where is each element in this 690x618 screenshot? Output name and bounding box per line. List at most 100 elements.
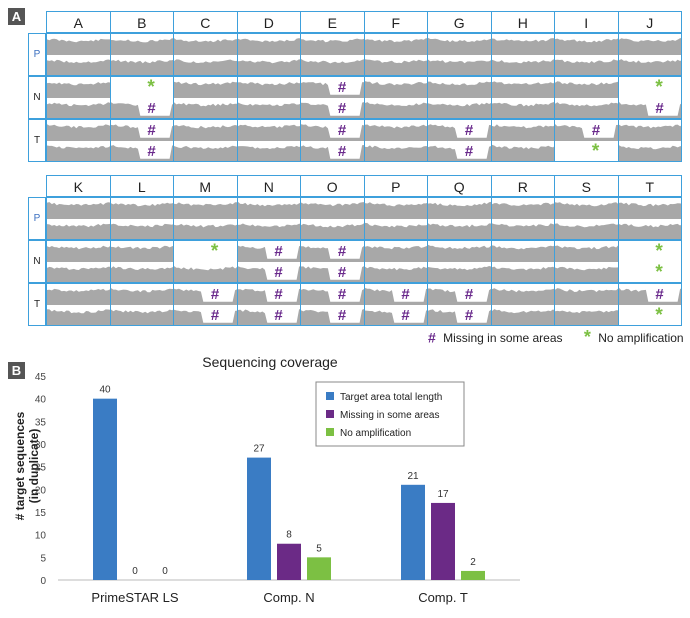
coverage-trace	[555, 38, 618, 55]
row-label-P: P	[28, 197, 46, 240]
coverage-cell-N-P	[236, 197, 301, 240]
column-header-O: O	[300, 175, 365, 197]
coverage-cell-D-N	[236, 76, 301, 119]
coverage-trace	[174, 202, 237, 219]
missing-marker: #	[337, 285, 347, 303]
panel-a-legend: # Missing in some areas * No amplificati…	[428, 327, 684, 348]
y-tick-label: 10	[35, 531, 47, 542]
coverage-trace	[618, 145, 682, 161]
coverage-cell-O-P	[300, 197, 365, 240]
missing-marker: #	[337, 142, 347, 160]
coverage-trace	[618, 287, 682, 305]
coverage-trace	[47, 145, 110, 161]
coverage-trace	[555, 81, 618, 98]
coverage-trace	[301, 266, 364, 282]
coverage-cell-N-N: # #	[236, 240, 301, 283]
coverage-trace	[491, 223, 555, 239]
no-amplification-marker: *	[147, 76, 155, 98]
coverage-trace	[237, 38, 301, 55]
bar	[277, 543, 301, 580]
coverage-trace	[491, 288, 555, 305]
coverage-trace	[301, 145, 364, 161]
missing-marker: #	[337, 242, 347, 260]
coverage-trace	[301, 82, 364, 98]
coverage-cell-H-P	[490, 33, 555, 76]
coverage-trace	[301, 124, 364, 141]
coverage-trace	[174, 145, 237, 161]
coverage-cell-N-T: # #	[236, 283, 301, 326]
bar	[307, 557, 331, 580]
no-amplification-marker: *	[591, 140, 600, 162]
bar	[401, 484, 425, 580]
coverage-cell-O-T: # #	[300, 283, 365, 326]
x-tick-label: Comp. T	[418, 590, 468, 605]
coverage-trace	[174, 223, 237, 239]
coverage-cell-E-T: # #	[300, 119, 365, 162]
missing-marker: #	[274, 285, 283, 303]
missing-marker: #	[337, 99, 347, 117]
coverage-cell-F-P	[363, 33, 428, 76]
panel-a-tag: A	[8, 8, 25, 25]
coverage-trace	[428, 102, 491, 118]
legend-swatch	[326, 428, 334, 436]
coverage-trace	[364, 124, 428, 141]
coverage-trace	[47, 38, 110, 55]
coverage-trace	[174, 102, 237, 118]
coverage-cell-J-T	[617, 119, 682, 162]
data-label: 0	[162, 566, 168, 577]
column-header-I: I	[554, 11, 619, 33]
coverage-trace	[364, 266, 428, 282]
coverage-cell-J-P	[617, 33, 682, 76]
coverage-trace	[47, 82, 110, 98]
row-label-N: N	[28, 240, 46, 283]
coverage-trace	[428, 201, 491, 219]
coverage-trace	[491, 38, 555, 55]
no-amplification-marker: *	[655, 304, 663, 326]
column-header-C: C	[173, 11, 238, 33]
coverage-trace	[618, 202, 682, 219]
coverage-trace	[618, 59, 682, 75]
coverage-trace	[110, 59, 174, 75]
chart-title: Sequencing coverage	[202, 354, 338, 370]
coverage-cell-D-T	[236, 119, 301, 162]
coverage-trace	[364, 222, 428, 239]
sequencing-coverage-chart: Sequencing coverage # target sequences (i…	[13, 354, 520, 605]
coverage-trace	[237, 223, 301, 239]
coverage-trace	[237, 245, 301, 262]
column-header-M: M	[173, 175, 238, 197]
coverage-cell-F-T	[363, 119, 428, 162]
column-header-P: P	[363, 175, 428, 197]
coverage-trace	[47, 102, 110, 118]
legend-swatch	[326, 392, 334, 400]
coverage-trace	[301, 309, 364, 325]
coverage-trace	[555, 288, 618, 305]
coverage-trace	[428, 288, 491, 305]
y-axis-title-line: (in duplicate)	[27, 429, 41, 504]
missing-marker: #	[464, 121, 474, 139]
x-tick-label: Comp. N	[263, 590, 314, 605]
coverage-cell-B-P	[109, 33, 174, 76]
coverage-trace	[47, 266, 110, 282]
coverage-cell-K-P	[46, 197, 111, 240]
missing-marker: #	[401, 306, 410, 324]
coverage-trace	[491, 102, 555, 118]
coverage-trace	[237, 145, 301, 161]
legend-label: Missing in some areas	[340, 410, 439, 421]
y-tick-label: 0	[40, 576, 46, 587]
coverage-trace	[174, 38, 237, 55]
coverage-trace	[491, 266, 555, 282]
coverage-trace	[301, 246, 364, 262]
coverage-trace	[428, 37, 491, 55]
row-label-T: T	[28, 119, 46, 162]
coverage-trace	[555, 310, 618, 325]
y-axis-title: # target sequences (in duplicate)	[13, 411, 41, 520]
coverage-cell-Q-P	[427, 197, 492, 240]
no-amplification-marker: *	[210, 240, 219, 262]
data-label: 2	[470, 557, 476, 568]
coverage-trace	[491, 81, 555, 98]
coverage-trace	[555, 245, 618, 262]
column-header-B: B	[109, 11, 174, 33]
missing-marker: #	[147, 121, 156, 139]
coverage-trace	[491, 124, 555, 141]
no-amplification-marker: *	[655, 76, 663, 98]
